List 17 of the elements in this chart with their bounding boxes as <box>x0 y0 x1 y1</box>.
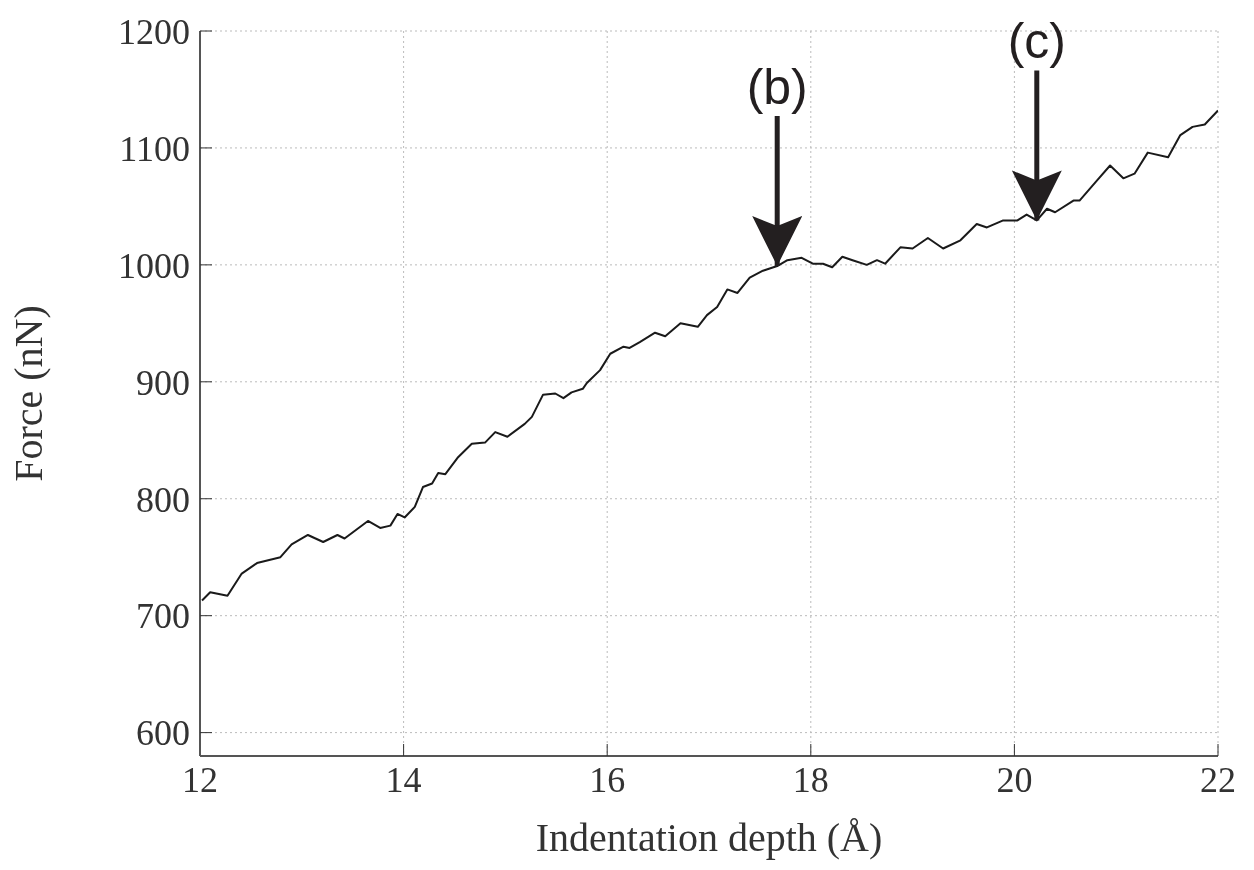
x-tick-label: 12 <box>182 759 218 800</box>
x-tick-label: 14 <box>385 759 422 800</box>
y-tick-label: 700 <box>136 596 190 637</box>
annotation: (b) <box>746 59 808 116</box>
x-tick-label: 16 <box>589 759 626 800</box>
x-tick-label: 22 <box>1200 759 1236 800</box>
y-tick-label: 1200 <box>118 11 190 52</box>
y-axis-title: Force (nN) <box>6 305 52 482</box>
x-tick-label: 18 <box>792 759 829 800</box>
y-tick-label: 1100 <box>119 128 190 169</box>
y-tick-label: 600 <box>136 713 190 754</box>
x-tick-label: 20 <box>996 759 1033 800</box>
y-tick-label: 800 <box>136 479 190 520</box>
annotation: (c) <box>1007 13 1066 70</box>
x-axis-title: Indentation depth (Å) <box>535 815 883 860</box>
y-tick-label: 900 <box>136 362 190 403</box>
y-tick-label: 1000 <box>118 245 190 286</box>
